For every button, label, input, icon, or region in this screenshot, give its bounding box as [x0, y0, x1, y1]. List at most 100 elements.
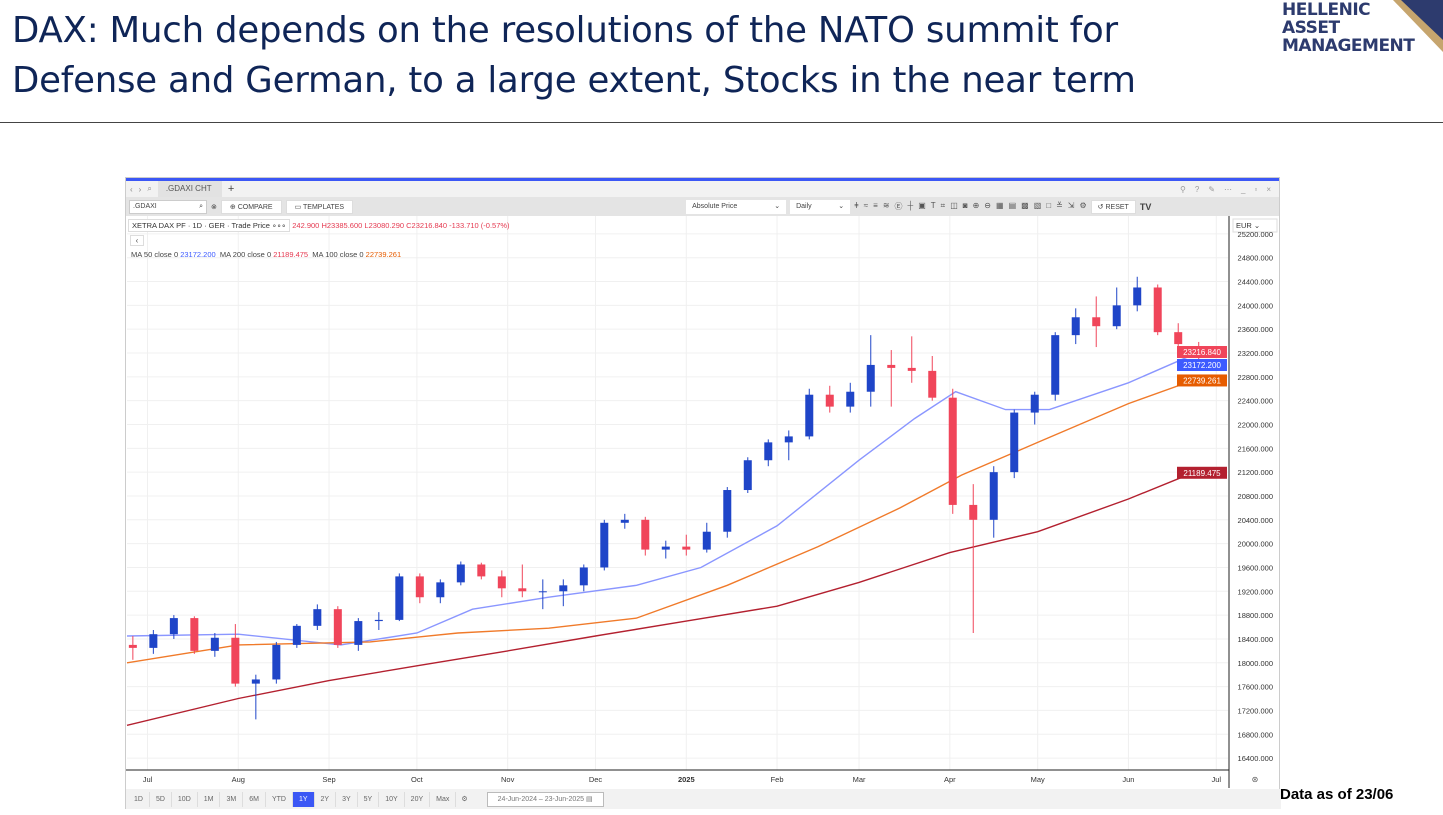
range-1m[interactable]: 1M [197, 791, 221, 807]
wave-icon[interactable]: ≋ [882, 201, 890, 210]
range-settings-icon[interactable]: ⚙ [461, 796, 468, 803]
candle-body [989, 472, 998, 520]
candle-body [333, 609, 342, 645]
filter-icon[interactable]: ≚ [1056, 201, 1063, 210]
range-6m[interactable]: 6M [243, 791, 266, 807]
candle-body [846, 391, 855, 407]
candle-body [723, 490, 732, 532]
help-icon[interactable]: ? [1194, 184, 1200, 194]
range-3y[interactable]: 3Y [336, 791, 358, 807]
range-max[interactable]: Max [430, 791, 457, 807]
search-icon[interactable]: ⌕ [147, 184, 152, 193]
tab-gdaxi-cht[interactable]: .GDAXI CHT [157, 181, 222, 197]
image-icon[interactable]: ▣ [918, 201, 926, 210]
save-icon[interactable]: ▩ [1021, 201, 1029, 210]
collapse-legend-button[interactable]: ‹ [130, 235, 144, 246]
candle-body [231, 637, 240, 684]
zoom-in-icon[interactable]: ⊕ [972, 201, 980, 210]
compare-button[interactable]: ⊕ COMPARE [220, 199, 282, 214]
y-tick-label: 19200.000 [1238, 587, 1273, 596]
x-tick-label: May [1031, 775, 1045, 784]
close-icon[interactable]: × [1266, 184, 1271, 194]
x-tick-label: Oct [411, 775, 424, 784]
range-20y[interactable]: 20Y [404, 791, 431, 807]
candle-body [1153, 287, 1162, 333]
range-5d[interactable]: 5D [149, 791, 172, 807]
x-tick-label: Feb [771, 775, 784, 784]
y-tick-label: 18000.000 [1238, 659, 1273, 668]
draw-icon[interactable]: ◫ [950, 201, 958, 210]
more-icon[interactable]: ⋯ [1224, 184, 1233, 194]
clear-icon[interactable]: ⊗ [211, 203, 217, 211]
ohlc-legend: XETRA DAX PF · 1D · GER · Trade Price ∘∘… [128, 219, 510, 232]
price-type-select[interactable]: Absolute Price ⌄ [686, 199, 787, 214]
table-icon[interactable]: ▦ [996, 201, 1004, 210]
date-range-picker[interactable]: 24-Jun-2024 – 23-Jun-2025 ▤ [486, 791, 604, 807]
range-bar: 1D 5D 10D 1M 3M 6M YTD 1Y 2Y 3Y 5Y 10Y 20Y Max ⚙ 24-Jun… [126, 789, 1281, 809]
snapshot-icon[interactable]: ◙ [962, 201, 968, 210]
title-line-2: Defense and German, to a large extent, S… [12, 60, 1136, 101]
maximize-icon[interactable]: ▫ [1254, 184, 1258, 194]
range-10d[interactable]: 10D [171, 791, 198, 807]
layout-icon[interactable]: ▤ [1008, 201, 1017, 210]
crosshair-icon[interactable]: ┼ [907, 201, 914, 210]
range-2y[interactable]: 2Y [314, 791, 337, 807]
edit-icon[interactable]: ✎ [1208, 184, 1216, 194]
square-icon[interactable]: □ [1046, 201, 1052, 210]
candle-body [538, 591, 547, 593]
x-tick-label: Jun [1122, 775, 1134, 784]
shape-icon[interactable]: ⌗ [940, 201, 946, 210]
price-label: 21189.475 [1183, 469, 1221, 478]
back-icon[interactable]: ‹ [130, 184, 133, 194]
candle-body [702, 531, 711, 550]
y-tick-label: 23600.000 [1238, 325, 1273, 334]
candle-body [313, 609, 322, 626]
drawing-tools: ǂ ≈ ≡ ≋ Ⓔ ┼ ▣ T ⌗ ◫ ◙ ⊕ ⊖ ▦ ▤ ▩ ▧ □ ≚ ⇲ ⚙ [854, 201, 1087, 212]
indicator-icon[interactable]: ≈ [863, 201, 869, 210]
instrument-chip[interactable]: XETRA DAX PF · 1D · GER · Trade Price ∘∘… [128, 219, 291, 232]
candle-body [866, 364, 875, 392]
chart-window: ‹ › ⌕ .GDAXI CHT + ⚲? ✎ ⋯ _ ▫ × .GDAXI ⌕ ⊗ ⊕ C… [125, 177, 1281, 809]
symbol-input[interactable]: .GDAXI ⌕ [129, 199, 207, 214]
event-icon[interactable]: Ⓔ [894, 202, 903, 211]
candle-body [149, 634, 158, 648]
candle-body [1174, 332, 1183, 345]
reset-button[interactable]: ↺ RESET [1090, 199, 1136, 214]
range-10y[interactable]: 10Y [379, 791, 405, 807]
x-tick-label: Nov [501, 775, 515, 784]
range-5y[interactable]: 5Y [357, 791, 380, 807]
candle-body [764, 442, 773, 461]
zoom-out-icon[interactable]: ⊖ [984, 201, 991, 210]
minimize-icon[interactable]: _ [1241, 184, 1246, 194]
range-1y[interactable]: 1Y [292, 791, 315, 807]
tradingview-logo: TV [1139, 201, 1152, 212]
export-icon[interactable]: ▧ [1033, 201, 1042, 210]
x-tick-label: Apr [944, 775, 956, 784]
range-3m[interactable]: 3M [220, 791, 244, 807]
candle-body [190, 618, 199, 651]
price-label: 22739.261 [1183, 376, 1221, 385]
settings-icon[interactable]: ⚙ [1079, 201, 1087, 210]
range-ytd[interactable]: YTD [265, 791, 293, 807]
range-1d[interactable]: 1D [128, 791, 150, 807]
forward-icon[interactable]: › [138, 184, 142, 194]
title-line-1: DAX: Much depends on the resolutions of … [12, 10, 1118, 51]
new-tab-button[interactable]: + [227, 183, 235, 195]
interval-select[interactable]: Daily ⌄ [790, 199, 851, 214]
candle-body [1092, 317, 1101, 327]
y-tick-label: 20000.000 [1238, 540, 1273, 549]
candle-icon[interactable]: ǂ [854, 201, 859, 210]
logo-line-3: MANAGEMENT [1282, 36, 1415, 56]
price-label-bg [1177, 346, 1227, 359]
text-icon[interactable]: T [930, 201, 936, 210]
y-tick-label: 17600.000 [1238, 683, 1273, 692]
link-icon[interactable]: ⚲ [1180, 184, 1186, 194]
download-icon[interactable]: ⇲ [1067, 201, 1075, 210]
tab-bar: ‹ › ⌕ .GDAXI CHT + ⚲? ✎ ⋯ _ ▫ × [126, 181, 1279, 197]
candlestick-chart[interactable]: EUR ⌄ 16400.000 16800.000 17200.000 17600.00… [126, 216, 1281, 789]
company-logo: HELLENIC ASSET MANAGEMENT [1282, 0, 1443, 60]
currency-label: EUR ⌄ [1236, 221, 1260, 230]
bars-icon[interactable]: ≡ [873, 201, 878, 210]
candle-body [743, 460, 752, 491]
templates-button[interactable]: ▭ TEMPLATES [285, 199, 354, 214]
